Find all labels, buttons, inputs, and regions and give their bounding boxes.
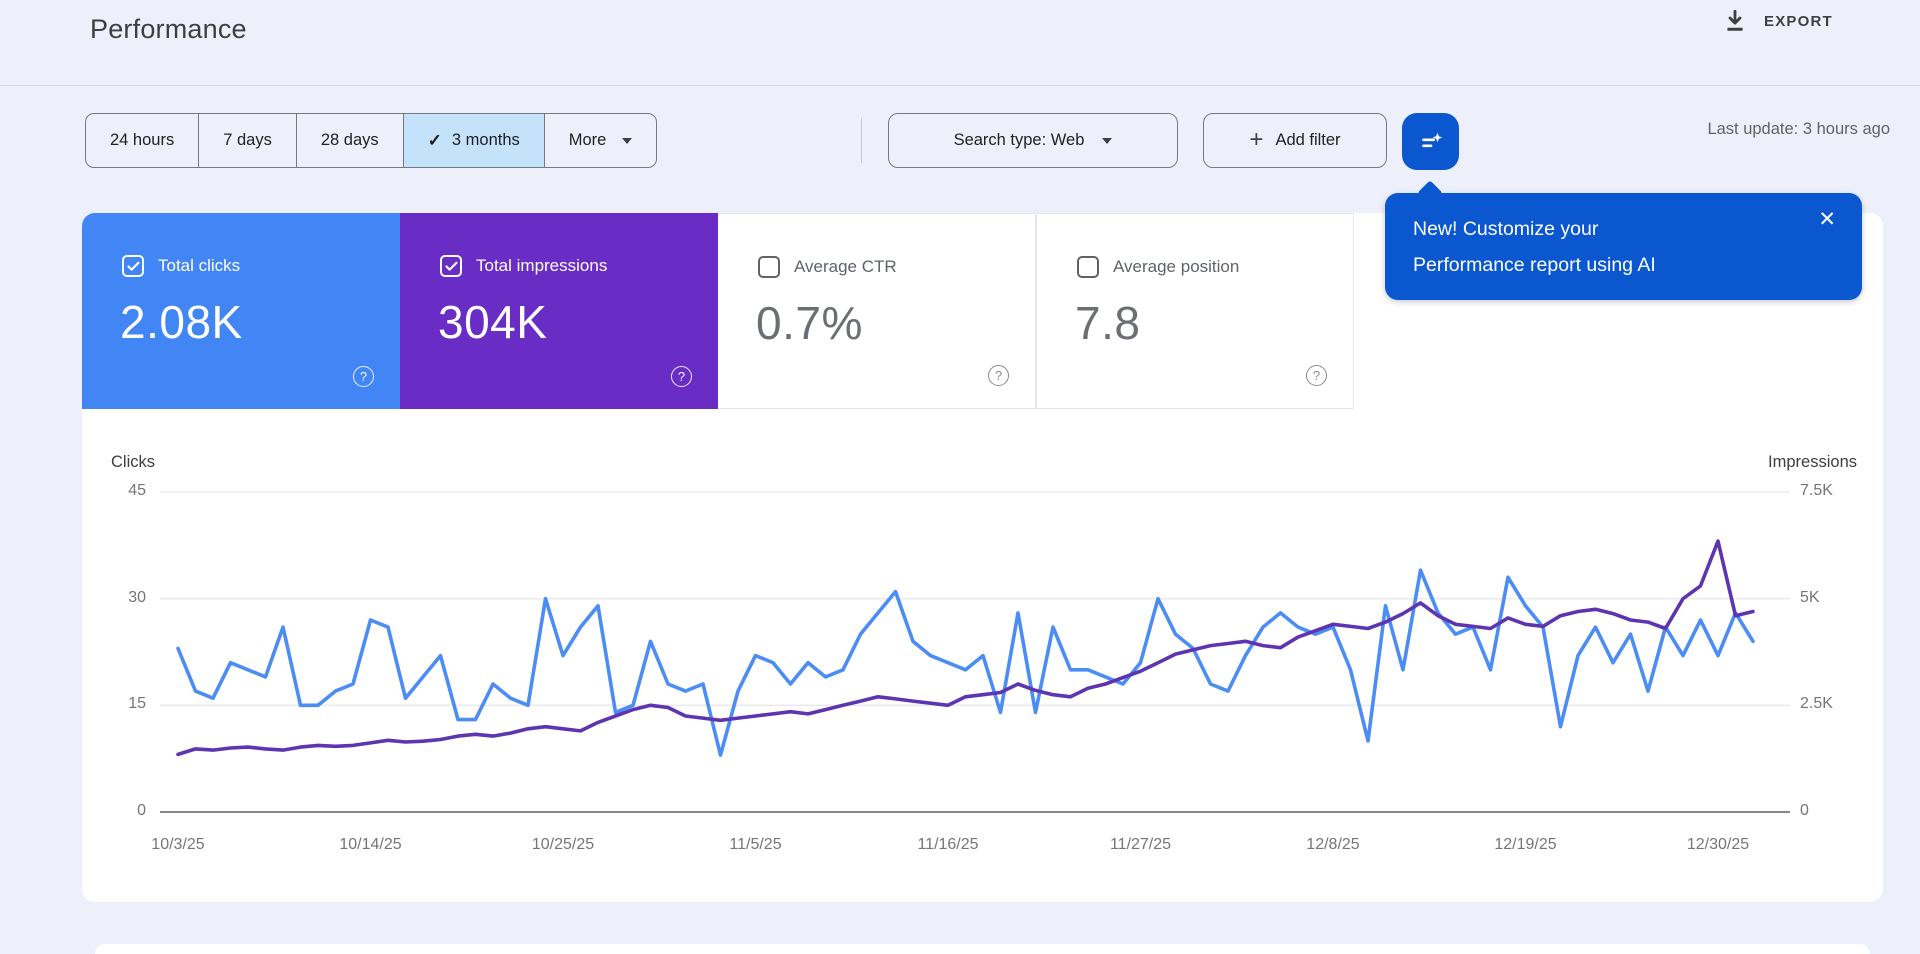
metric-label: Total impressions (476, 256, 608, 275)
close-icon[interactable]: ✕ (1818, 208, 1836, 231)
unchecked-checkbox[interactable] (758, 256, 780, 278)
filter-separator (861, 118, 862, 163)
search-type-dropdown[interactable]: Search type: Web (888, 113, 1178, 168)
metric-value: 2.08K (120, 296, 243, 348)
performance-card: Total clicks 2.08K ? Total impressions 3… (82, 213, 1883, 902)
ai-promo-text: New! Customize your Performance report u… (1413, 218, 1656, 276)
metric-tile-average-position[interactable]: Average position 7.8 ? (1036, 213, 1354, 409)
impressions-line[interactable] (176, 539, 1755, 757)
range-label: 24 hours (110, 131, 175, 149)
range-24-hours[interactable]: 24 hours (86, 114, 198, 167)
help-icon[interactable]: ? (671, 366, 692, 387)
checked-checkbox[interactable] (440, 255, 462, 277)
range-28-days[interactable]: 28 days (295, 114, 403, 167)
chart-plot[interactable] (82, 440, 1883, 902)
clicks-line[interactable] (176, 568, 1755, 757)
range-label: 7 days (223, 131, 272, 149)
right-axis-title: Impressions (1768, 453, 1857, 471)
next-card-top-edge (95, 944, 1870, 954)
ai-filter-sparkle-icon (1421, 132, 1442, 147)
axis-tick-label: 15 (128, 695, 146, 713)
ai-promo-tooltip: New! Customize your Performance report u… (1385, 193, 1862, 300)
axis-tick-label: 0 (137, 802, 146, 819)
metric-tile-total-impressions[interactable]: Total impressions 304K ? (400, 213, 718, 409)
export-button[interactable]: EXPORT (1722, 8, 1833, 34)
axis-tick-label: 5K (1800, 588, 1820, 606)
ai-customize-button[interactable] (1402, 113, 1459, 170)
search-type-label: Search type: Web (953, 131, 1085, 149)
range-label: 3 months (451, 131, 520, 149)
more-label: More (568, 131, 607, 149)
help-icon[interactable]: ? (988, 365, 1009, 386)
range-7-days[interactable]: 7 days (198, 114, 296, 167)
x-axis-date-label: 11/27/25 (1109, 836, 1172, 853)
metric-value: 0.7% (756, 297, 863, 349)
metric-value: 304K (438, 296, 548, 348)
date-range-picker: 24 hours 7 days 28 days ✓ 3 months More (85, 113, 658, 168)
axis-tick-label: 45 (128, 482, 146, 499)
unchecked-checkbox[interactable] (1077, 256, 1099, 278)
check-icon: ✓ (427, 130, 442, 150)
checked-checkbox[interactable] (122, 255, 144, 277)
x-axis-date-label: 10/3/25 (151, 836, 205, 853)
last-update-text: Last update: 3 hours ago (1707, 120, 1890, 138)
help-icon[interactable]: ? (1306, 365, 1327, 386)
axis-tick-label: 30 (128, 588, 146, 606)
chevron-down-icon (622, 137, 633, 144)
metric-label: Average position (1113, 257, 1240, 276)
range-3-months-selected[interactable]: ✓ 3 months (402, 114, 544, 167)
add-filter-label: Add filter (1275, 131, 1341, 149)
axis-tick-label: 2.5K (1800, 695, 1833, 713)
chevron-down-icon (1102, 137, 1113, 144)
x-axis-date-label: 10/14/25 (339, 836, 402, 853)
axis-tick-label: 0 (1800, 802, 1809, 819)
metric-tile-total-clicks[interactable]: Total clicks 2.08K ? (82, 213, 400, 409)
header-divider (0, 85, 1920, 86)
range-more-dropdown[interactable]: More (543, 114, 657, 167)
metric-tile-average-ctr[interactable]: Average CTR 0.7% ? (718, 213, 1036, 409)
performance-chart: Clicks Impressions 0 15 30 45 0 2.5K 5K 7.5K 1… (82, 440, 1883, 902)
metric-value: 7.8 (1075, 297, 1141, 349)
add-filter-button[interactable]: + Add filter (1203, 113, 1387, 168)
metric-label: Average CTR (794, 257, 897, 276)
x-axis-date-label: 11/16/25 (917, 836, 979, 853)
range-label: 28 days (320, 131, 379, 149)
checkmark-icon (126, 261, 140, 271)
x-axis-date-label: 12/8/25 (1306, 836, 1360, 853)
page-title: Performance (90, 14, 247, 44)
x-axis-date-label: 10/25/25 (531, 836, 595, 853)
axis-tick-label: 7.5K (1800, 482, 1833, 499)
x-axis-date-label: 11/5/25 (729, 836, 782, 853)
checkmark-icon (444, 261, 458, 271)
help-icon[interactable]: ? (353, 366, 374, 387)
left-axis-title: Clicks (111, 453, 155, 471)
x-axis-date-label: 12/30/25 (1686, 836, 1750, 853)
export-label: EXPORT (1764, 12, 1833, 30)
metric-label: Total clicks (158, 256, 241, 275)
download-icon (1727, 9, 1743, 31)
x-axis-date-label: 12/19/25 (1494, 836, 1557, 853)
plus-icon: + (1249, 125, 1264, 153)
